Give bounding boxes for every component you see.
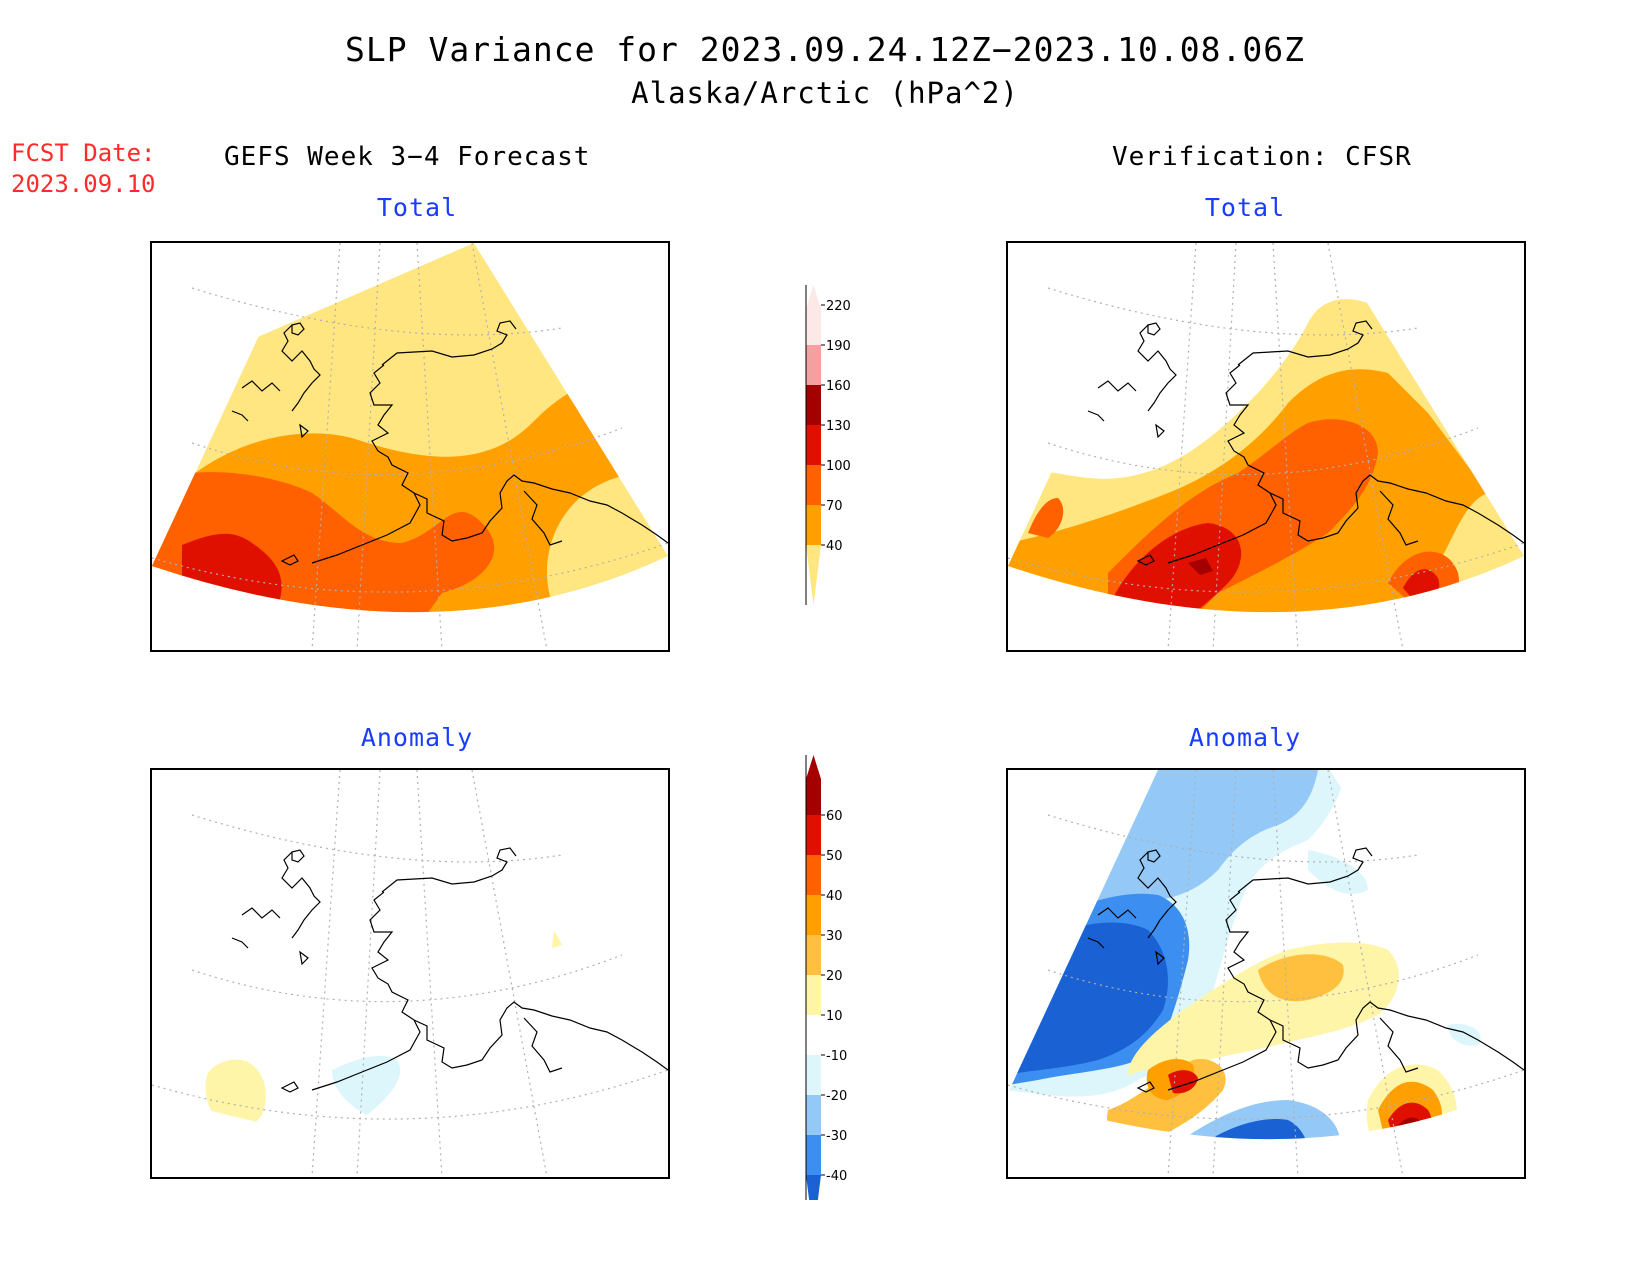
- colorbar-segment: [806, 385, 821, 425]
- verification-total-map: [1006, 241, 1526, 652]
- forecast-column-heading: GEFS Week 3−4 Forecast: [224, 142, 591, 172]
- colorbar-segment: [806, 755, 821, 815]
- colorbar-tick-label: 130: [826, 419, 851, 434]
- forecast-anomaly-map: [150, 768, 670, 1179]
- colorbar-tick-label: 190: [826, 339, 851, 354]
- colorbar-segment: [806, 345, 821, 385]
- verification-total-label: Total: [1204, 193, 1286, 222]
- colorbar-segment: [806, 1095, 821, 1135]
- forecast-anomaly-label: Anomaly: [360, 723, 474, 752]
- colorbar-tick-label: 40: [826, 539, 843, 554]
- colorbar-segment: [806, 465, 821, 505]
- chart-title: SLP Variance for 2023.09.24.12Z−2023.10.…: [345, 30, 1305, 69]
- forecast-total-label: Total: [376, 193, 458, 222]
- forecast-date-block: FCST Date: 2023.09.10: [11, 138, 156, 200]
- colorbar-tick-label: -40: [826, 1169, 847, 1184]
- colorbar-segment: [806, 1135, 821, 1175]
- colorbar-tick-label: 30: [826, 929, 843, 944]
- colorbar-tick-label: 60: [826, 809, 843, 824]
- colorbar-tick-label: 70: [826, 499, 843, 514]
- total-colorbar: 40 70 100 130 160 190 220: [796, 280, 866, 624]
- chart-subtitle: Alaska/Arctic (hPa^2): [631, 76, 1019, 110]
- anomaly-colorbar: -40 -30 -20 -10 10 20 30 40 50 60: [796, 750, 866, 1235]
- colorbar-tick-label: 50: [826, 849, 843, 864]
- colorbar-tick-label: -30: [826, 1129, 847, 1144]
- colorbar-tick-label: -10: [826, 1049, 847, 1064]
- colorbar-tick-label: 160: [826, 379, 851, 394]
- verification-anomaly-label: Anomaly: [1188, 723, 1302, 752]
- colorbar-tick-label: 40: [826, 889, 843, 904]
- colorbar-tick-label: -20: [826, 1089, 847, 1104]
- forecast-date-value: 2023.09.10: [11, 170, 156, 198]
- colorbar-tick-label: 100: [826, 459, 851, 474]
- colorbar-segment: [806, 1055, 821, 1095]
- colorbar-tick-label: 220: [826, 299, 851, 314]
- colorbar-segment: [806, 935, 821, 975]
- verification-column-heading: Verification: CFSR: [1112, 142, 1412, 172]
- colorbar-segment: [806, 1175, 821, 1235]
- forecast-date-label: FCST Date:: [11, 139, 156, 167]
- colorbar-segment: [806, 815, 821, 855]
- colorbar-segment: [806, 1015, 821, 1055]
- colorbar-segment: [806, 425, 821, 465]
- verification-anomaly-map: [1006, 768, 1526, 1179]
- colorbar-segment: [806, 285, 821, 345]
- colorbar-tick-label: 20: [826, 969, 843, 984]
- colorbar-segment: [806, 505, 821, 545]
- colorbar-segment: [806, 855, 821, 895]
- colorbar-tick-label: 10: [826, 1009, 843, 1024]
- colorbar-segment: [806, 545, 821, 605]
- colorbar-segment: [806, 895, 821, 935]
- colorbar-segment: [806, 975, 821, 1015]
- forecast-total-map: [150, 241, 670, 652]
